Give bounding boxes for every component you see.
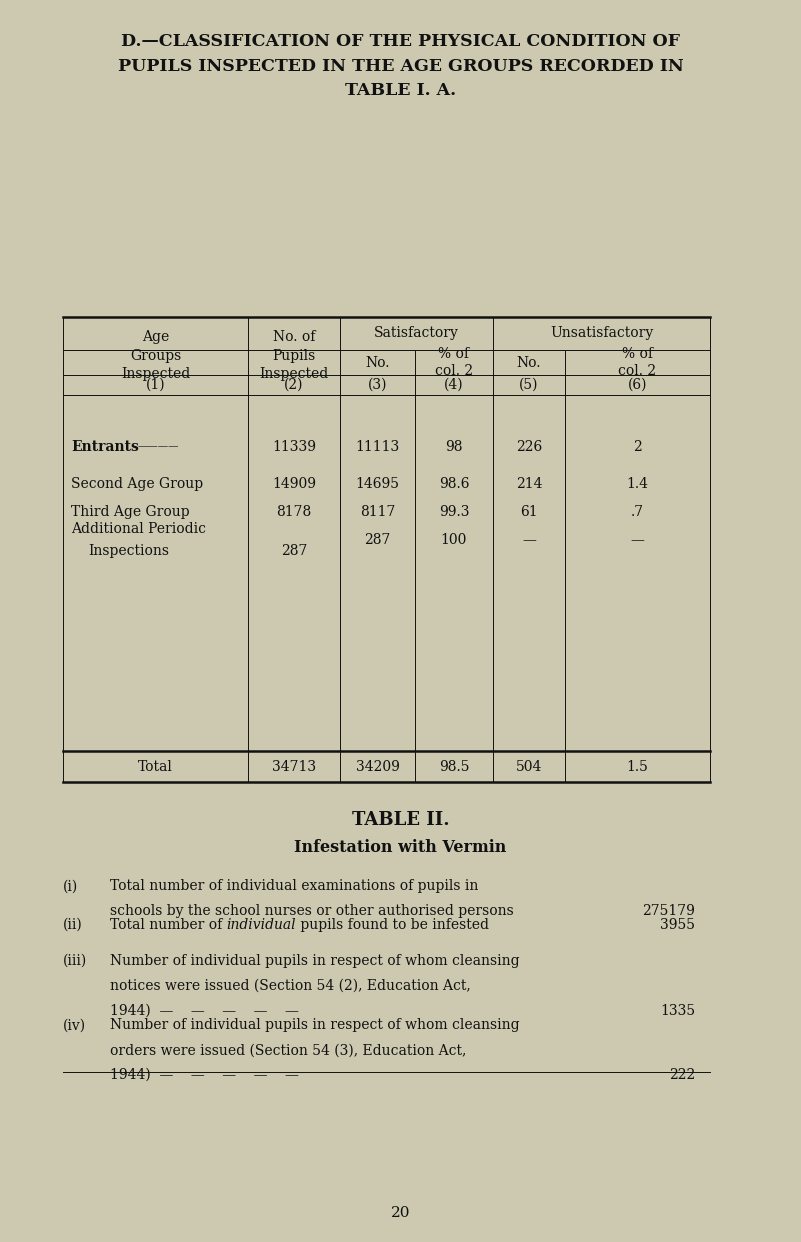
Text: 8117: 8117 bbox=[360, 504, 395, 519]
Text: Number of individual pupils in respect of whom cleansing: Number of individual pupils in respect o… bbox=[110, 954, 520, 968]
Text: (iv): (iv) bbox=[63, 1018, 87, 1032]
Text: 1.5: 1.5 bbox=[626, 760, 649, 774]
Text: 3955: 3955 bbox=[660, 918, 695, 932]
Text: 98: 98 bbox=[445, 440, 463, 455]
Text: 14695: 14695 bbox=[356, 477, 400, 492]
Text: No.: No. bbox=[517, 355, 541, 370]
Text: (1): (1) bbox=[146, 378, 165, 392]
Text: 275179: 275179 bbox=[642, 904, 695, 918]
Text: orders were issued (Section 54 (3), Education Act,: orders were issued (Section 54 (3), Educ… bbox=[110, 1043, 466, 1057]
Text: (iii): (iii) bbox=[63, 954, 87, 968]
Text: 1944)  —    —    —    —    —: 1944) — — — — — bbox=[110, 1004, 299, 1017]
Text: —: — bbox=[522, 533, 536, 548]
Text: D.—CLASSIFICATION OF THE PHYSICAL CONDITION OF: D.—CLASSIFICATION OF THE PHYSICAL CONDIT… bbox=[121, 32, 680, 50]
Text: 99.3: 99.3 bbox=[439, 504, 469, 519]
Text: % of
col. 2: % of col. 2 bbox=[435, 347, 473, 379]
Text: Satisfactory: Satisfactory bbox=[374, 327, 459, 340]
Text: 222: 222 bbox=[669, 1068, 695, 1082]
Text: 11339: 11339 bbox=[272, 440, 316, 455]
Text: .7: .7 bbox=[631, 504, 644, 519]
Text: 34209: 34209 bbox=[356, 760, 400, 774]
Text: No.: No. bbox=[365, 355, 390, 370]
Text: (6): (6) bbox=[628, 378, 647, 392]
Text: (5): (5) bbox=[519, 378, 539, 392]
Text: 287: 287 bbox=[364, 533, 391, 548]
Text: 2: 2 bbox=[633, 440, 642, 455]
Text: TABLE I. A.: TABLE I. A. bbox=[345, 82, 456, 99]
Text: 1.4: 1.4 bbox=[626, 477, 649, 492]
Text: 100: 100 bbox=[441, 533, 467, 548]
Text: Entrants: Entrants bbox=[71, 440, 139, 455]
Text: —: — bbox=[630, 533, 645, 548]
Text: schools by the school nurses or other authorised persons: schools by the school nurses or other au… bbox=[110, 904, 513, 918]
Text: ————: ———— bbox=[138, 442, 179, 452]
Text: Age
Groups
Inspected: Age Groups Inspected bbox=[121, 330, 190, 381]
Text: 34713: 34713 bbox=[272, 760, 316, 774]
Text: TABLE II.: TABLE II. bbox=[352, 811, 449, 828]
Text: 214: 214 bbox=[516, 477, 542, 492]
Text: Second Age Group: Second Age Group bbox=[71, 477, 203, 492]
Text: 98.5: 98.5 bbox=[439, 760, 469, 774]
Text: Total number of individual examinations of pupils in: Total number of individual examinations … bbox=[110, 879, 478, 893]
Text: Number of individual pupils in respect of whom cleansing: Number of individual pupils in respect o… bbox=[110, 1018, 520, 1032]
Text: pupils found to be infested: pupils found to be infested bbox=[296, 918, 489, 932]
Text: 20: 20 bbox=[391, 1206, 410, 1220]
Text: No. of
Pupils
Inspected: No. of Pupils Inspected bbox=[260, 330, 328, 381]
Text: 1335: 1335 bbox=[660, 1004, 695, 1017]
Text: Additional Periodic: Additional Periodic bbox=[71, 522, 206, 537]
Text: 226: 226 bbox=[516, 440, 542, 455]
Text: (2): (2) bbox=[284, 378, 304, 392]
Text: 98.6: 98.6 bbox=[439, 477, 469, 492]
Text: Unsatisfactory: Unsatisfactory bbox=[549, 327, 653, 340]
Text: % of
col. 2: % of col. 2 bbox=[618, 347, 657, 379]
Text: individual: individual bbox=[227, 918, 296, 932]
Text: 61: 61 bbox=[520, 504, 537, 519]
Text: PUPILS INSPECTED IN THE AGE GROUPS RECORDED IN: PUPILS INSPECTED IN THE AGE GROUPS RECOR… bbox=[118, 57, 683, 75]
Text: 11113: 11113 bbox=[356, 440, 400, 455]
Text: 287: 287 bbox=[281, 544, 308, 559]
Text: 14909: 14909 bbox=[272, 477, 316, 492]
Text: 504: 504 bbox=[516, 760, 542, 774]
Text: notices were issued (Section 54 (2), Education Act,: notices were issued (Section 54 (2), Edu… bbox=[110, 979, 471, 992]
Text: 8178: 8178 bbox=[276, 504, 312, 519]
Text: (4): (4) bbox=[445, 378, 464, 392]
Text: Inspections: Inspections bbox=[88, 544, 169, 559]
Text: 1944)  —    —    —    —    —: 1944) — — — — — bbox=[110, 1068, 299, 1082]
Text: Infestation with Vermin: Infestation with Vermin bbox=[294, 838, 507, 856]
Text: Total: Total bbox=[138, 760, 173, 774]
Text: Third Age Group: Third Age Group bbox=[71, 504, 190, 519]
Text: (3): (3) bbox=[368, 378, 387, 392]
Text: Total number of: Total number of bbox=[110, 918, 227, 932]
Text: (ii): (ii) bbox=[63, 918, 83, 932]
Text: (i): (i) bbox=[63, 879, 78, 893]
